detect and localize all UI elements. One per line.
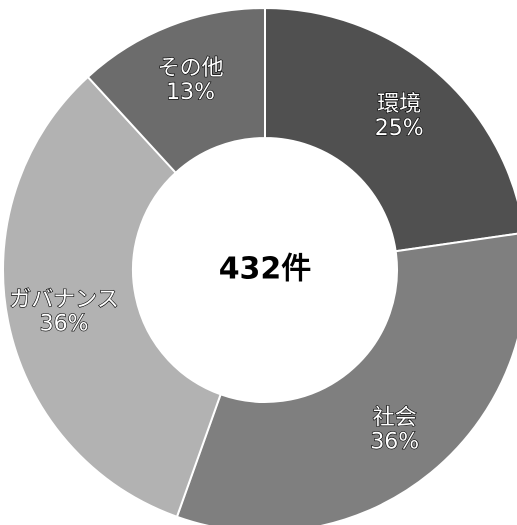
donut-slices xyxy=(2,6,517,525)
slice-label-3: その他 xyxy=(158,56,224,81)
slice-value-label-0: 25% xyxy=(375,116,424,141)
donut-slice-2 xyxy=(2,75,222,519)
donut-slice-0 xyxy=(264,6,517,253)
center-total-label: 432件 xyxy=(219,252,312,287)
donut-slice-1 xyxy=(175,232,517,525)
slice-label-0: 環境 xyxy=(377,92,421,117)
slice-value-label-3: 13% xyxy=(166,80,215,105)
slice-label-2: ガバナンス xyxy=(9,288,119,313)
slice-label-1: 社会 xyxy=(373,406,417,431)
slice-value-label-2: 36% xyxy=(40,312,89,337)
slice-value-label-1: 36% xyxy=(370,430,419,455)
donut-slice-3 xyxy=(86,6,266,175)
